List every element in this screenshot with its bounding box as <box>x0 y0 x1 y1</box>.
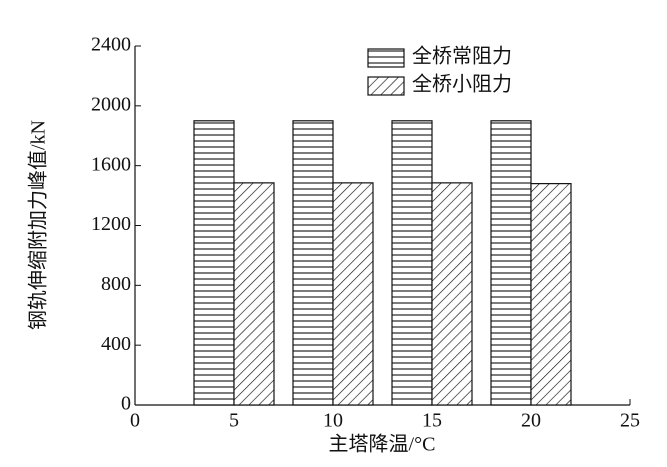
legend-label: 全桥小阻力 <box>412 73 512 96</box>
y-tick-label: 0 <box>121 393 131 415</box>
legend-swatch <box>367 48 405 68</box>
x-tick-label: 25 <box>620 410 640 432</box>
legend-swatch <box>367 76 405 96</box>
y-tick-label: 800 <box>101 273 131 295</box>
x-tick-label: 15 <box>422 410 442 432</box>
x-tick-label: 20 <box>521 410 541 432</box>
y-tick-label: 1200 <box>91 213 131 235</box>
y-tick-label: 2400 <box>91 34 131 56</box>
bar <box>391 120 433 406</box>
bar <box>490 120 532 406</box>
y-tick-label: 2000 <box>91 93 131 115</box>
x-tick-label: 5 <box>229 410 239 432</box>
bar <box>332 182 374 406</box>
bar <box>431 182 473 406</box>
bar <box>530 183 572 406</box>
y-tick-label: 1600 <box>91 153 131 175</box>
y-axis-label: 钢轨伸缩附加力峰值/kN <box>27 120 50 330</box>
bar <box>233 182 275 406</box>
x-axis-label: 主塔降温/°C <box>329 433 436 456</box>
bar <box>292 120 334 406</box>
x-tick-label: 10 <box>323 410 343 432</box>
x-tick-label: 0 <box>130 410 140 432</box>
bar <box>193 120 235 406</box>
y-tick-label: 400 <box>101 333 131 355</box>
legend-label: 全桥常阻力 <box>412 45 512 68</box>
